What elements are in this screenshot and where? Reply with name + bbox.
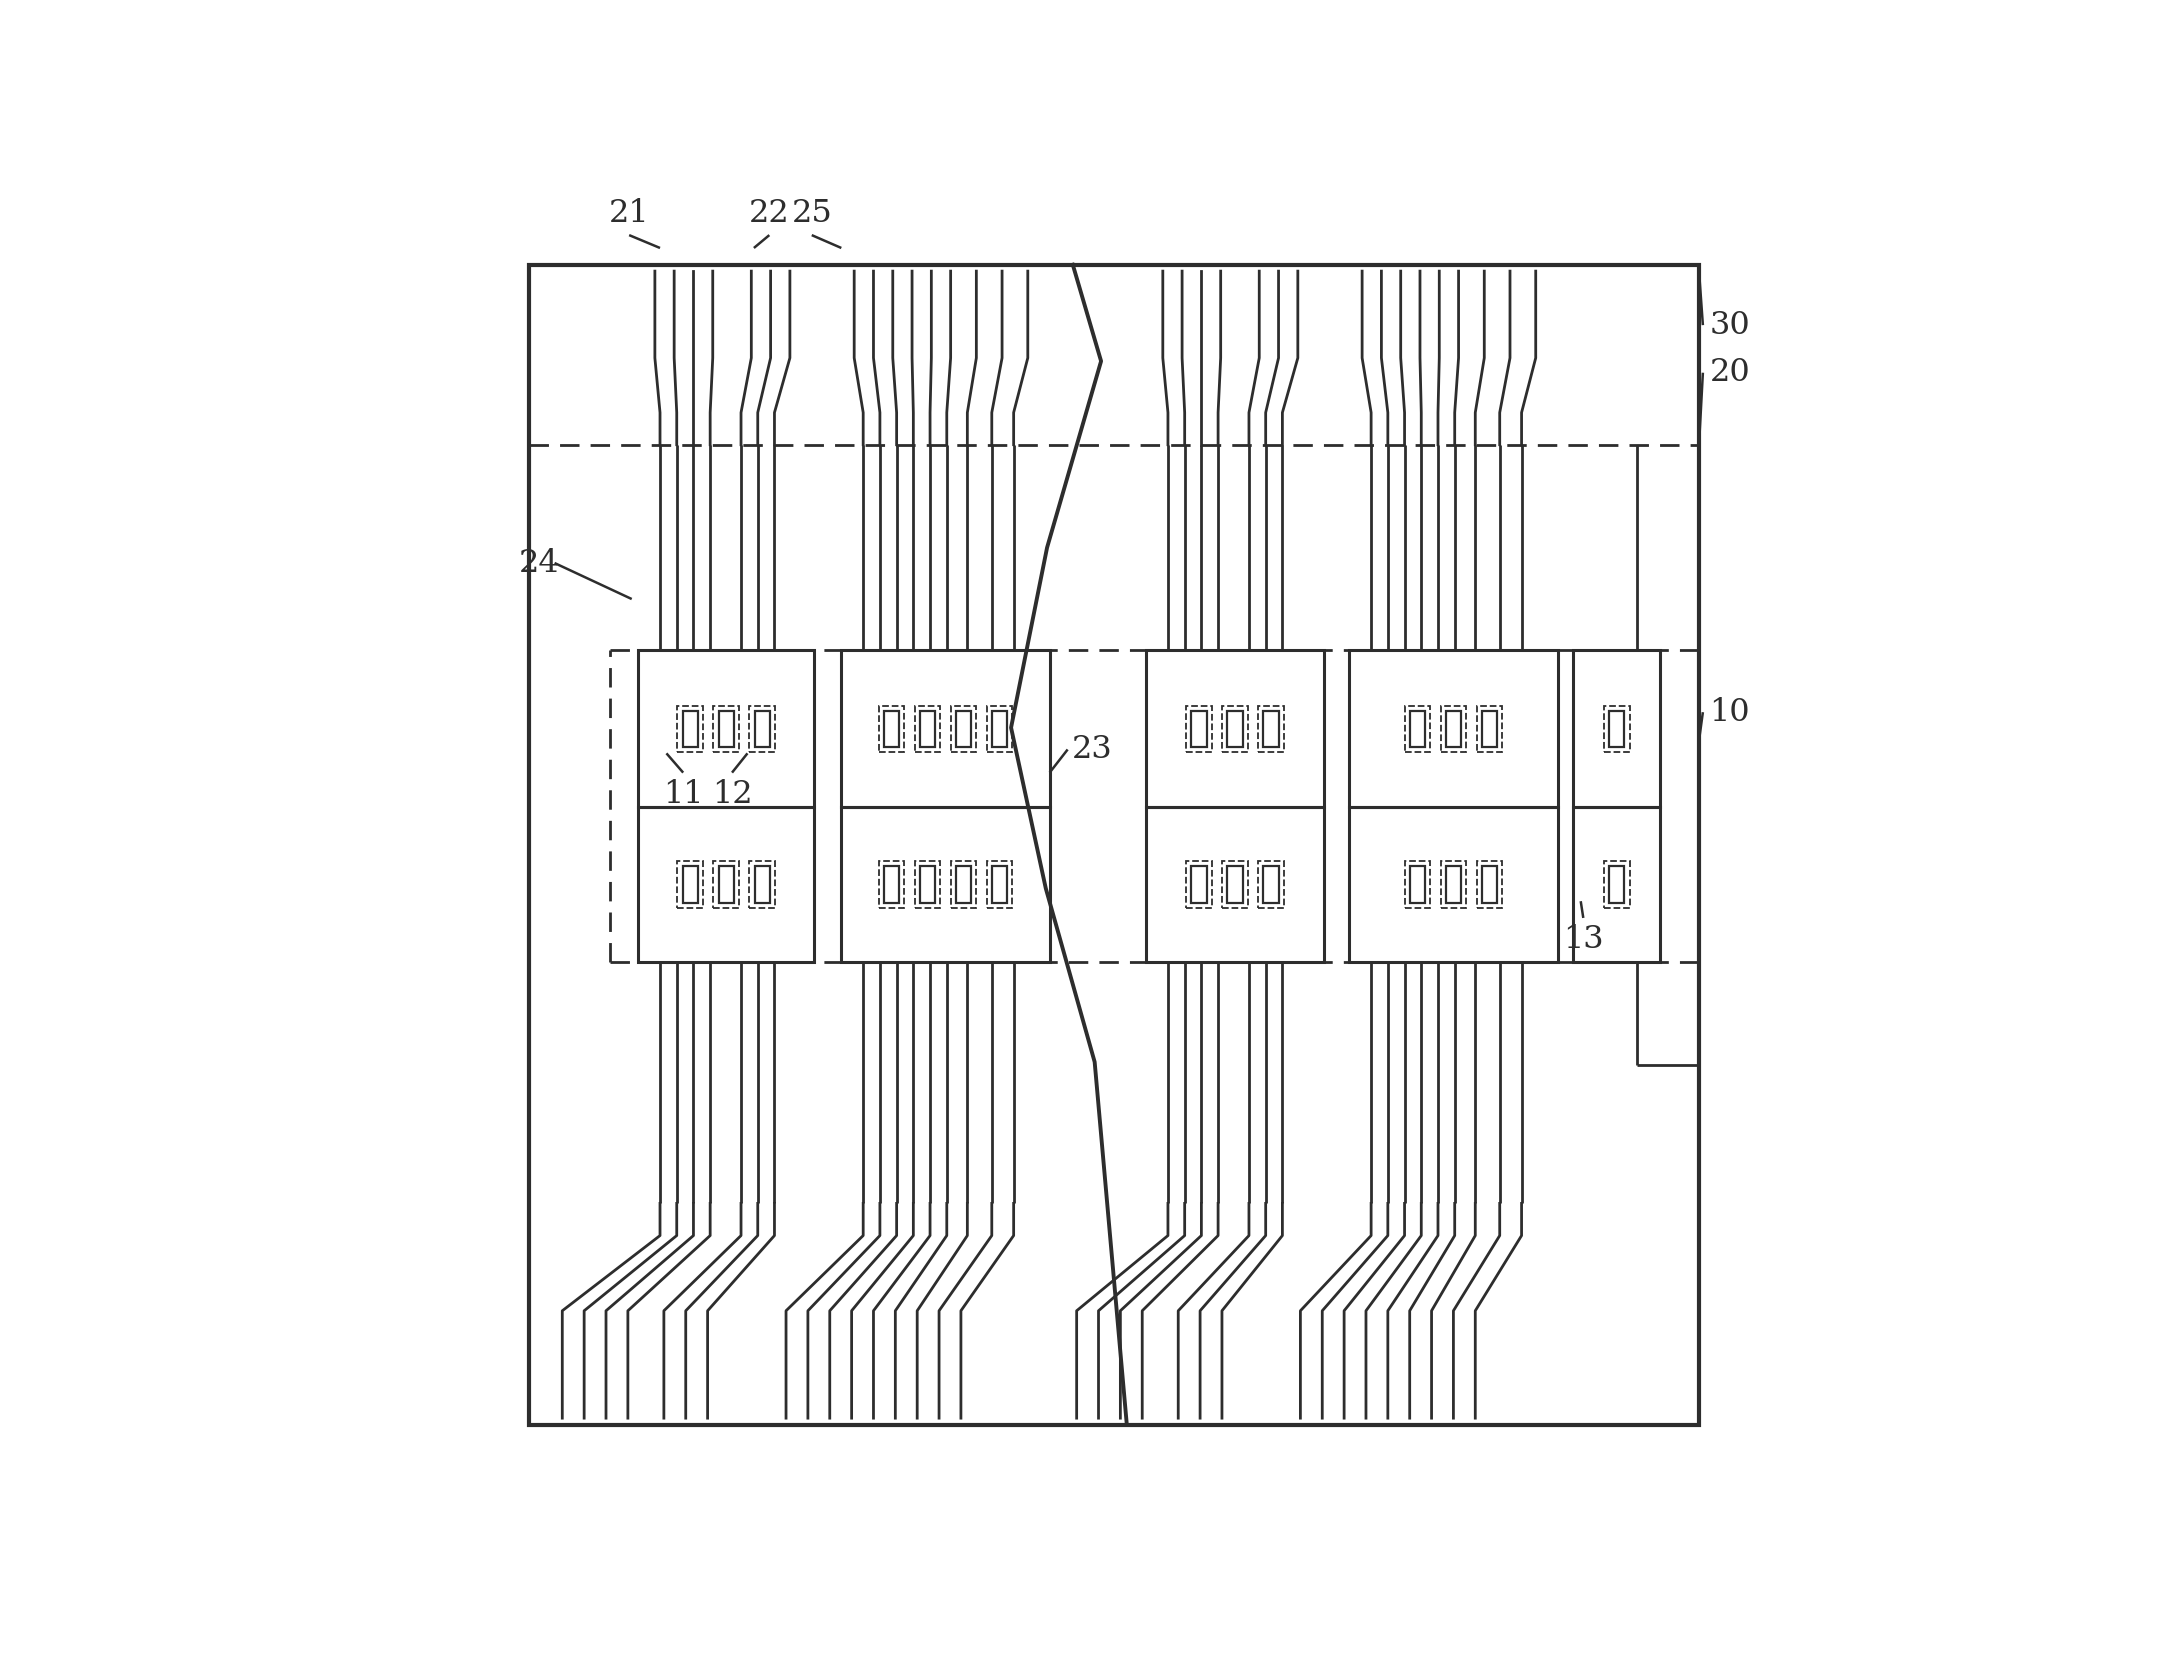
Bar xyxy=(1603,862,1629,908)
Bar xyxy=(1405,862,1431,908)
Bar xyxy=(914,862,940,908)
Bar xyxy=(713,706,739,752)
Text: 13: 13 xyxy=(1562,925,1603,955)
Bar xyxy=(921,867,936,902)
Bar xyxy=(750,862,776,908)
Bar xyxy=(754,711,769,746)
Bar xyxy=(637,807,815,962)
Bar xyxy=(988,862,1011,908)
Bar xyxy=(1264,867,1279,902)
Bar xyxy=(1221,706,1247,752)
Bar xyxy=(1227,711,1243,746)
Bar xyxy=(1476,862,1502,908)
Text: 25: 25 xyxy=(791,197,832,229)
Bar xyxy=(1348,651,1558,807)
Bar xyxy=(1441,862,1467,908)
Bar xyxy=(1145,651,1323,807)
Bar xyxy=(637,651,815,807)
Text: 30: 30 xyxy=(1709,309,1750,341)
Bar xyxy=(1191,867,1206,902)
Bar xyxy=(1258,862,1284,908)
Bar xyxy=(955,867,970,902)
Text: 10: 10 xyxy=(1709,696,1750,728)
Text: 12: 12 xyxy=(711,778,752,810)
Bar xyxy=(683,867,698,902)
Bar xyxy=(1482,711,1498,746)
Bar xyxy=(1409,711,1424,746)
Bar xyxy=(951,706,977,752)
Bar xyxy=(951,862,977,908)
Text: 21: 21 xyxy=(609,197,650,229)
Text: 20: 20 xyxy=(1709,357,1750,387)
Bar xyxy=(750,706,776,752)
Bar xyxy=(841,651,1050,807)
Bar xyxy=(1446,867,1461,902)
Bar xyxy=(880,706,903,752)
Bar xyxy=(1482,867,1498,902)
Text: 22: 22 xyxy=(750,197,789,229)
Bar xyxy=(1409,867,1424,902)
Bar xyxy=(1227,867,1243,902)
Bar xyxy=(884,711,899,746)
Text: 11: 11 xyxy=(663,778,704,810)
Bar xyxy=(992,867,1007,902)
Bar xyxy=(1610,867,1625,902)
Bar xyxy=(1264,711,1279,746)
Bar xyxy=(713,862,739,908)
Bar xyxy=(1441,706,1467,752)
Bar xyxy=(717,867,735,902)
Bar xyxy=(992,711,1007,746)
Bar xyxy=(1405,706,1431,752)
Bar xyxy=(988,706,1011,752)
Bar xyxy=(1603,706,1629,752)
Bar xyxy=(880,862,903,908)
Bar xyxy=(676,706,702,752)
Bar xyxy=(1573,651,1660,807)
Bar xyxy=(1446,711,1461,746)
Bar xyxy=(1221,862,1247,908)
Bar xyxy=(1610,711,1625,746)
Bar xyxy=(1191,711,1206,746)
Bar xyxy=(914,706,940,752)
Bar xyxy=(1348,807,1558,962)
Text: 24: 24 xyxy=(519,548,560,578)
Bar xyxy=(841,807,1050,962)
Bar xyxy=(1258,706,1284,752)
Bar xyxy=(955,711,970,746)
Bar xyxy=(1476,706,1502,752)
Bar xyxy=(884,867,899,902)
Bar xyxy=(717,711,735,746)
Bar xyxy=(1186,862,1212,908)
Text: 23: 23 xyxy=(1072,735,1113,765)
Bar xyxy=(676,862,702,908)
Bar xyxy=(1573,807,1660,962)
Bar xyxy=(754,867,769,902)
Bar xyxy=(1186,706,1212,752)
Bar xyxy=(921,711,936,746)
Bar xyxy=(683,711,698,746)
Bar xyxy=(1145,807,1323,962)
